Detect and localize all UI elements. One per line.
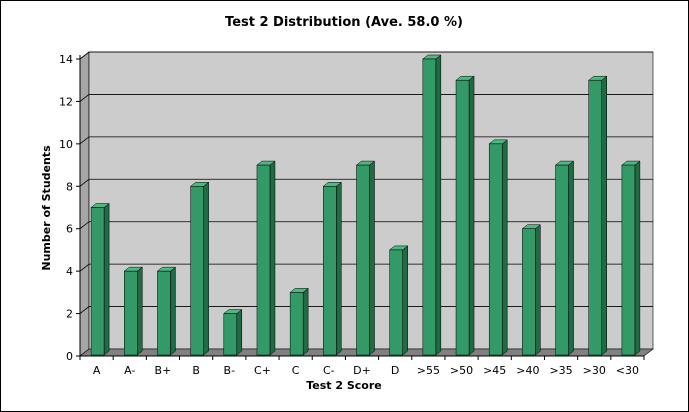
bar-side bbox=[269, 160, 276, 356]
y-tick-label: 14 bbox=[59, 53, 73, 66]
bar-front bbox=[555, 164, 569, 356]
bar-side bbox=[369, 160, 375, 356]
bar-front bbox=[190, 186, 204, 356]
x-tick-label: A- bbox=[124, 364, 135, 377]
bar bbox=[422, 54, 442, 356]
y-tick-label: 0 bbox=[66, 350, 73, 363]
x-tick-label: >55 bbox=[417, 364, 440, 377]
x-tick-label: B+ bbox=[155, 364, 172, 377]
bar-side bbox=[236, 309, 243, 356]
chart-title: Test 2 Distribution (Ave. 58.0 %) bbox=[225, 15, 463, 30]
bar-front bbox=[389, 249, 403, 356]
y-tick-label: 6 bbox=[66, 223, 73, 236]
bar bbox=[90, 202, 110, 356]
bar-side bbox=[137, 266, 143, 356]
axes bbox=[76, 55, 645, 360]
y-tick-label: 8 bbox=[66, 180, 73, 193]
bar-side bbox=[336, 181, 342, 356]
x-tick-labels: A A- B+ B B- C+ C C- D+ D >55 >50 >45 >40 >35 >30 <30 bbox=[93, 364, 639, 377]
bar bbox=[621, 160, 641, 356]
bar bbox=[521, 224, 542, 356]
bar-side bbox=[402, 245, 408, 356]
y-tick-label: 12 bbox=[59, 95, 73, 108]
bar bbox=[488, 139, 508, 356]
x-tick-label: <30 bbox=[616, 364, 639, 377]
bar-side bbox=[568, 160, 574, 356]
bar bbox=[156, 266, 177, 356]
bar bbox=[189, 181, 210, 356]
bar bbox=[223, 309, 243, 356]
x-tick-label: A bbox=[93, 364, 101, 377]
x-tick-label: B- bbox=[224, 364, 236, 377]
x-tick-label: B bbox=[192, 364, 200, 377]
y-tick-labels: 0 2 4 6 8 10 12 14 bbox=[59, 53, 73, 363]
bar-front bbox=[90, 207, 105, 356]
bar bbox=[455, 75, 475, 356]
bar-side bbox=[501, 139, 508, 356]
x-tick-label: >30 bbox=[583, 364, 606, 377]
bar-side bbox=[535, 224, 541, 356]
bar-front bbox=[356, 164, 370, 356]
grid-line bbox=[79, 51, 653, 60]
x-tick-label: >35 bbox=[549, 364, 572, 377]
x-tick-label: >45 bbox=[483, 364, 506, 377]
x-tick-label: C+ bbox=[254, 364, 271, 377]
bar-front bbox=[621, 164, 636, 356]
bar-side bbox=[103, 202, 110, 356]
bar-side bbox=[634, 160, 641, 356]
bar-front bbox=[323, 186, 337, 356]
bar bbox=[322, 181, 343, 356]
x-tick-label: D bbox=[391, 364, 399, 377]
y-tick-label: 10 bbox=[59, 138, 73, 151]
bar-side bbox=[203, 181, 209, 356]
bar-front bbox=[588, 79, 602, 356]
bar-side bbox=[468, 75, 475, 356]
x-tick-label: C- bbox=[323, 364, 335, 377]
bar-front bbox=[488, 143, 503, 356]
x-tick-label: D+ bbox=[353, 364, 371, 377]
bars bbox=[90, 54, 641, 356]
bar-side bbox=[601, 75, 607, 356]
bar bbox=[289, 287, 309, 356]
bar-front bbox=[422, 58, 437, 356]
bar-front bbox=[124, 270, 138, 356]
bar bbox=[388, 245, 409, 356]
bar-side bbox=[302, 287, 309, 356]
bar bbox=[123, 266, 143, 356]
bar-side bbox=[435, 54, 442, 356]
bar-front bbox=[256, 164, 271, 356]
bar-front bbox=[289, 292, 304, 356]
y-axis-title: Number of Students bbox=[40, 145, 53, 271]
y-tick-label: 4 bbox=[66, 265, 73, 278]
bar-front bbox=[223, 313, 238, 356]
x-tick-label: >40 bbox=[516, 364, 539, 377]
x-tick-label: >50 bbox=[450, 364, 473, 377]
bar bbox=[355, 160, 376, 356]
y-tick-label: 2 bbox=[66, 308, 73, 321]
x-axis-title: Test 2 Score bbox=[306, 379, 382, 392]
bar-front bbox=[157, 270, 171, 356]
bar-side bbox=[170, 266, 176, 356]
bar bbox=[554, 160, 575, 356]
bar-front bbox=[522, 228, 536, 356]
x-tick-label: C bbox=[292, 364, 300, 377]
bar bbox=[588, 75, 608, 356]
bar-front bbox=[455, 79, 470, 356]
bar bbox=[256, 160, 276, 356]
